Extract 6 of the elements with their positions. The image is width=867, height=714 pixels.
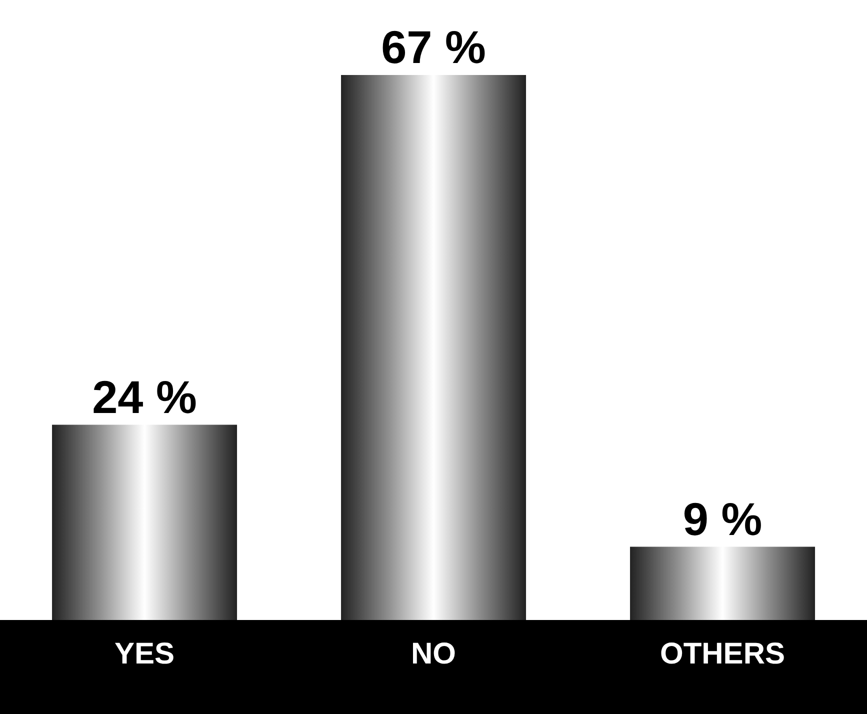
x-tick-label: YES <box>114 637 175 670</box>
data-label: 9 % <box>682 492 762 545</box>
data-label: 24 % <box>92 370 197 423</box>
data-label: 67 % <box>381 21 486 73</box>
x-tick-label: NO <box>411 637 456 670</box>
x-tick-label: OTHERS <box>660 637 786 670</box>
